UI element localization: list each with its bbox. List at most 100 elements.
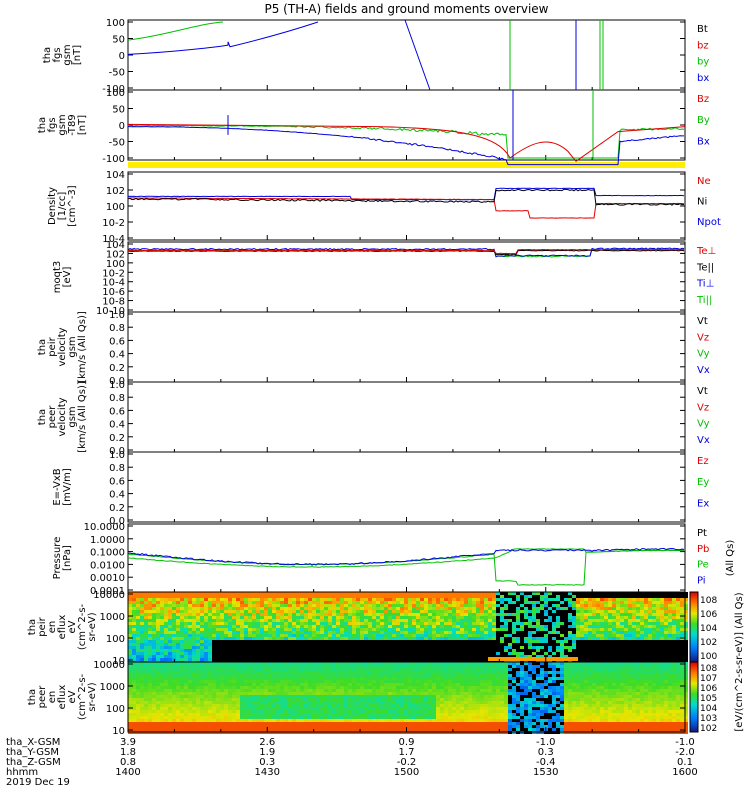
y-tick-label: 10000: [93, 660, 125, 671]
y-tick-label: 0.4: [109, 420, 125, 431]
y-tick-label: 0.4: [109, 350, 125, 361]
legend-entry: Ey: [697, 477, 709, 488]
y-tick-label: -50: [109, 68, 125, 79]
y-tick-label: 1.0: [109, 310, 125, 321]
colorbar-tick: 102: [700, 724, 717, 734]
panel-frame: [128, 452, 685, 522]
pressure-traces: [128, 548, 684, 585]
y-tick-label: 0.2: [109, 433, 125, 444]
y-axis-label: tha peer velocity gsm [km/s (All Qs)]: [37, 381, 88, 453]
y-label-line: [mV/m]: [62, 468, 73, 506]
colorbar-tick: 102: [700, 638, 717, 648]
legend-entry: Pb: [697, 544, 709, 555]
y-axis-label: Density [1/cc] [cm^-3]: [47, 185, 78, 226]
legend-entry: Vz: [697, 402, 709, 413]
legend-entry: Ex: [697, 498, 709, 509]
y-tick-label: 1000: [100, 682, 125, 693]
x-axis: tha_X-GSM 3.9 2.6 0.9 -1.0 -1.0 tha_Y-GSM 1.8 1.…: [6, 737, 698, 788]
legend-entry: Pi: [697, 575, 706, 586]
panel-frame: [128, 242, 685, 312]
series-Ni: [128, 189, 684, 205]
y-axis-label: tha fgs gsm -T89 [nT]: [37, 114, 88, 136]
y-tick-label: 100: [106, 634, 125, 645]
y-tick-label: 10: [112, 726, 125, 737]
colorbar-tick: 103: [700, 714, 717, 724]
y-tick-label: 0.6: [109, 476, 125, 487]
colorbar-tick: 106: [700, 610, 717, 620]
temp-traces: [128, 248, 684, 257]
y-tick-label: 50: [112, 35, 125, 46]
legend-entry: Te⊥: [696, 246, 716, 257]
y-tick-label: 10-2: [102, 218, 125, 229]
legend-entry: By: [697, 115, 710, 126]
panel-density: 104 102 100 10-2 10-4 Density [1/cc] [cm^-3] Ne N…: [47, 170, 721, 245]
fgs-traces: [128, 20, 603, 90]
x-tick-label: 1600: [672, 767, 697, 778]
y-label-line: sr-eV): [87, 612, 98, 641]
legend-entry: Npot: [697, 217, 721, 228]
y-tick-label: -50: [109, 138, 125, 149]
y-tick-label: 0: [119, 121, 125, 132]
y-axis-label: tha fgs gsm [nT]: [42, 44, 83, 65]
panel-frame: [128, 312, 685, 382]
legend-entry: Ni: [697, 197, 707, 208]
y-tick-label: 50: [112, 105, 125, 116]
y-label-line: [nPa]: [62, 545, 73, 571]
y-tick-label: 0.1000: [90, 548, 125, 559]
colorbar-tick: 108: [700, 664, 717, 674]
y-tick-label: 1.0: [109, 450, 125, 461]
y-label-line: [eV]: [62, 267, 73, 288]
colorbar-tick: 106: [700, 684, 717, 694]
y-tick-label: 10000: [93, 590, 125, 601]
y-label-line: sr-eV): [87, 682, 98, 711]
legend-entry: Vt: [697, 386, 708, 397]
y-tick-label: 0: [119, 51, 125, 62]
y-tick-label: 0.4: [109, 490, 125, 501]
y-tick-label: 102: [106, 186, 125, 197]
series-by: [128, 22, 223, 40]
y-tick-label: 1.0000: [90, 535, 125, 546]
panel-frame: [128, 20, 685, 90]
legend-entry: Ne: [697, 176, 711, 187]
panel-peer_spec: 10000 1000 100 10 tha peer en eflux eV (cm^2-s-sr…: [27, 660, 688, 737]
y-tick-label: 0.0100: [90, 560, 125, 571]
panel-peir_spec: 10000 1000 100 10 tha peir en eflux eV (cm^2-s-sr…: [27, 590, 688, 667]
panel-peir_velocity: 1.0 0.8 0.6 0.4 0.2 0.0 tha peir velocity gsm [km/…: [37, 310, 710, 387]
y-label-line: [nT]: [77, 115, 88, 135]
legend-entry: Pe: [697, 560, 709, 571]
x-date-label: 2019 Dec 19: [6, 777, 70, 788]
panel-frame: [128, 172, 685, 240]
colorbar: 108106104102100108107106105104103102 [eV/…: [690, 592, 745, 734]
y-tick-label: 104: [106, 170, 125, 181]
series-bx-spike: [405, 20, 430, 90]
density-traces: [128, 188, 684, 218]
legend-entry: Bx: [697, 136, 710, 147]
series-Pe2: [128, 550, 684, 585]
y-axis-label: Pressure [nPa]: [52, 537, 73, 580]
x-tick-label: 1430: [255, 767, 280, 778]
y-axis-label: moqt3 [eV]: [52, 261, 73, 294]
t89-traces: [128, 90, 685, 165]
x-tick-label: 1400: [115, 767, 140, 778]
chart-title: P5 (TH-A) fields and ground moments over…: [265, 2, 549, 16]
panel-efield: 1.0 0.8 0.6 0.4 0.2 0.0 E=-VxB [mV/m] Ez Ey Ex: [52, 450, 709, 527]
legend-entry: Te||: [696, 262, 714, 273]
colorbar-tick: 100: [700, 652, 717, 662]
y-axis-label: tha peir velocity gsm [km/s (All Qs)]: [37, 311, 88, 383]
legend-entry: by: [697, 57, 709, 68]
colorbar-tick: 107: [700, 674, 717, 684]
legend-entry: bz: [697, 40, 709, 51]
y-tick-label: 100: [106, 202, 125, 213]
panel-peer_velocity: 1.00.80.60.40.20.0tha peer velocity gsm [km/…: [37, 380, 710, 457]
y-label-line: [nT]: [72, 45, 83, 65]
legend-entry: Vx: [697, 435, 710, 446]
legend-entry: Bt: [697, 24, 708, 35]
y-label-line: [km/s (All Qs)]: [77, 381, 88, 453]
y-tick-label: 0.8: [109, 393, 125, 404]
colorbar-tick: 105: [700, 694, 717, 704]
legend-entry: Ti||: [696, 295, 712, 306]
y-tick-label: 0.8: [109, 323, 125, 334]
y-label-line: [km/s (All Qs)]: [77, 311, 88, 383]
orange-band: [488, 657, 578, 661]
colorbar-tick: 108: [700, 596, 717, 606]
